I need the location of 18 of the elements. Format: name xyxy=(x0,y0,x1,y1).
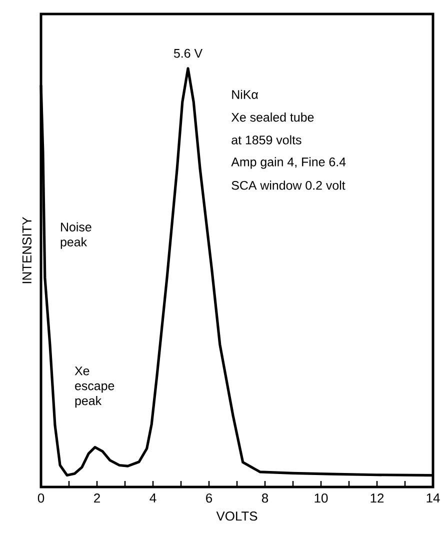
y-axis-title: INTENSITY xyxy=(22,216,32,284)
x-tick-label: 12 xyxy=(370,494,384,503)
x-tick-label: 4 xyxy=(150,494,156,502)
annotation: NiKα xyxy=(232,90,258,99)
x-tick-label: 2 xyxy=(94,494,100,503)
text: 5.6 V xyxy=(174,48,202,58)
x-tick-label: 14 xyxy=(426,494,440,502)
annotation: Xe escape peak xyxy=(74,366,114,408)
annotation: SCA window 0.2 volt xyxy=(232,180,346,190)
x-tick-label: 8 xyxy=(262,494,268,503)
x-tick-label: 10 xyxy=(314,494,328,503)
annotation: Noise peak xyxy=(60,222,92,249)
x-tick-label: 0 xyxy=(38,494,44,503)
annotation: Xe sealed tube xyxy=(231,112,314,122)
annotation: Amp gain 4, Fine 6.4 xyxy=(231,157,346,169)
annotation: at 1859 volts xyxy=(232,135,302,144)
x-axis-title: VOLTS xyxy=(216,512,258,521)
x-tick-label: 6 xyxy=(206,494,212,503)
